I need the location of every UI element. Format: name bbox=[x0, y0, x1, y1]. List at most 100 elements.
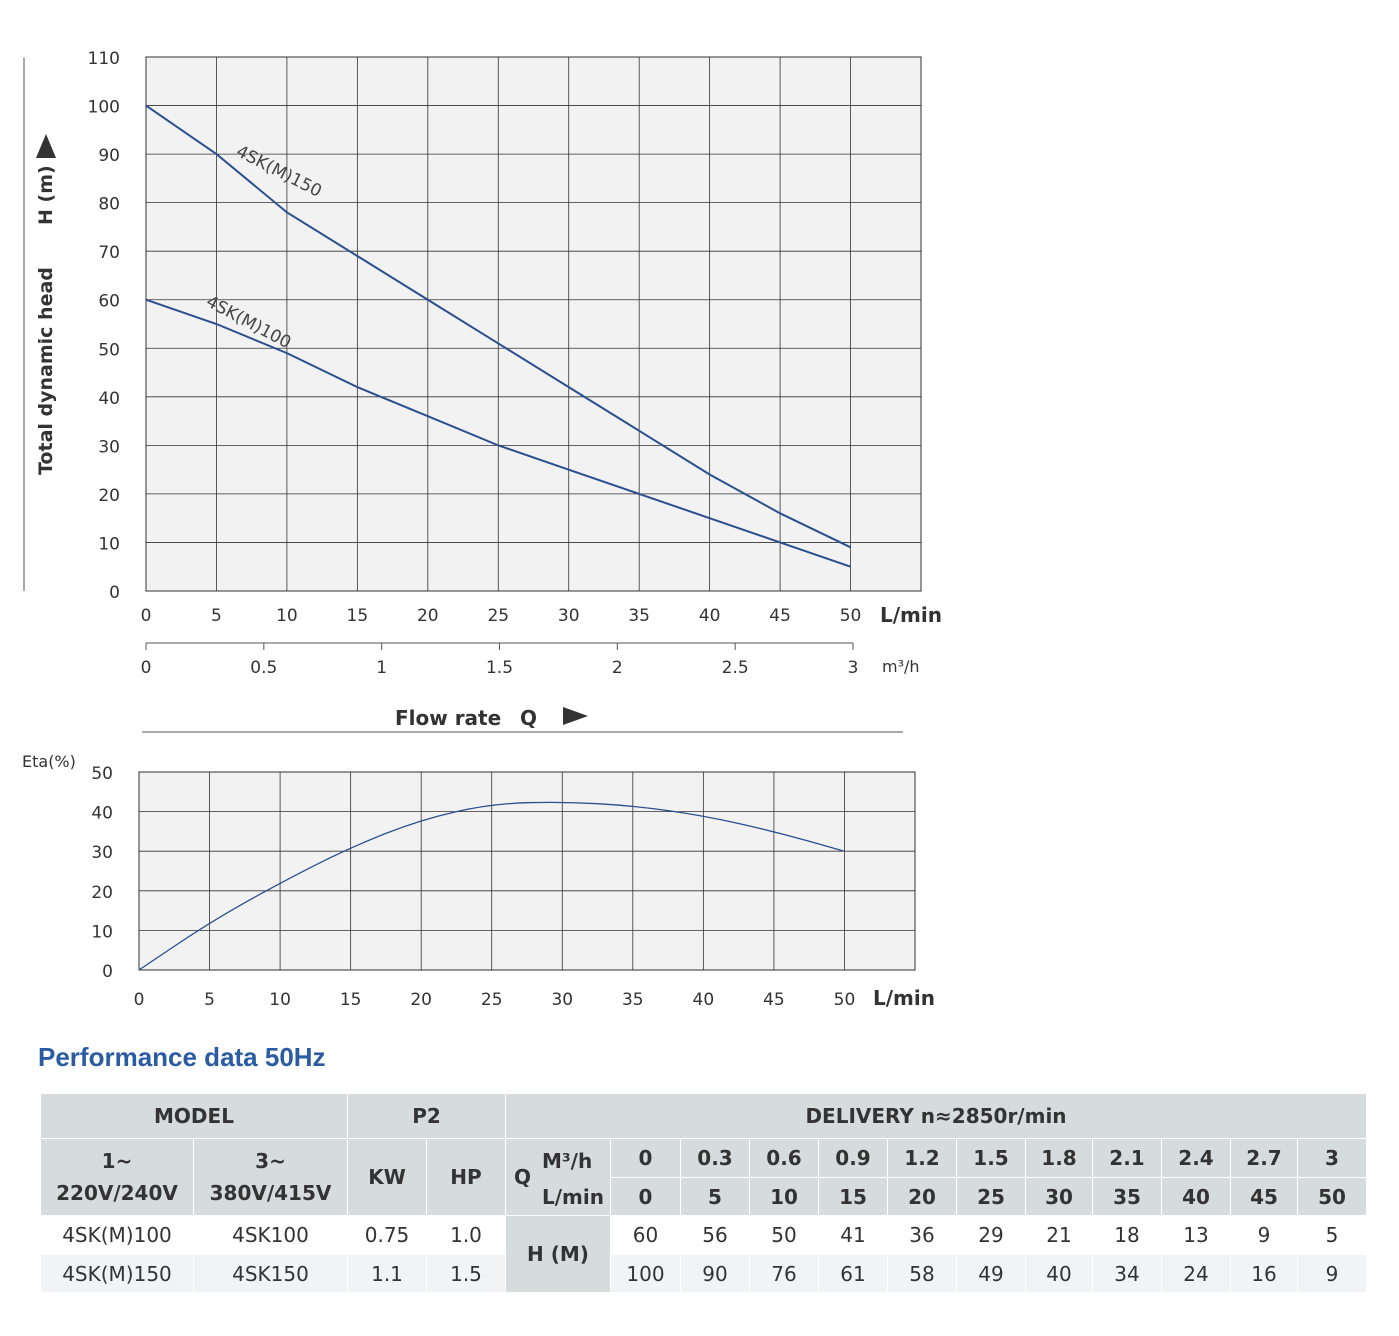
table-cell: 2.4 bbox=[1161, 1138, 1231, 1178]
table-cell: 13 bbox=[1161, 1215, 1231, 1255]
y-tick-label: 80 bbox=[98, 195, 120, 215]
x-tick-label: 10 bbox=[269, 990, 291, 1010]
x2-tick-label: 1.5 bbox=[486, 658, 513, 678]
table-cell: 41 bbox=[818, 1215, 888, 1255]
x-unit-label: L/min bbox=[880, 603, 942, 627]
x-tick-label: 15 bbox=[340, 990, 362, 1010]
table-cell: 5 bbox=[1297, 1215, 1367, 1255]
y-tick-label: 0 bbox=[102, 962, 113, 982]
table-cell: 25 bbox=[956, 1177, 1026, 1216]
table-cell: 45 bbox=[1230, 1177, 1298, 1216]
x-tick-label: 40 bbox=[699, 606, 721, 626]
x2-tick-label: 2 bbox=[612, 658, 623, 678]
table-cell: 2.1 bbox=[1092, 1138, 1162, 1178]
x-tick-label: 10 bbox=[276, 606, 298, 626]
y-axis-label: Total dynamic head bbox=[35, 267, 57, 475]
x-tick-label: 20 bbox=[417, 606, 439, 626]
x2-tick-label: 0 bbox=[141, 658, 152, 678]
y-tick-label: 30 bbox=[98, 437, 120, 457]
y-tick-label: 70 bbox=[98, 243, 120, 263]
m3h-label: M³/h bbox=[542, 1149, 593, 1173]
y-tick-label: 0 bbox=[109, 583, 120, 603]
table-cell: 0.9 bbox=[818, 1138, 888, 1178]
table-cell: 18 bbox=[1092, 1215, 1162, 1255]
x-tick-label: 5 bbox=[211, 606, 222, 626]
right-arrow-icon bbox=[563, 707, 588, 725]
table-cell: 0.6 bbox=[749, 1138, 819, 1178]
table-cell: 2.7 bbox=[1230, 1138, 1298, 1178]
table-cell: 24 bbox=[1161, 1254, 1231, 1293]
table-cell: 100 bbox=[610, 1254, 681, 1293]
series-line-4SK(M)150 bbox=[145, 104, 851, 549]
x-tick-label: 0 bbox=[134, 990, 145, 1010]
q-symbol: Q bbox=[520, 706, 537, 730]
table-cell: 0.3 bbox=[680, 1138, 750, 1178]
y-tick-label: 50 bbox=[98, 340, 120, 360]
y-tick-label: 40 bbox=[91, 804, 113, 824]
table-cell: 61 bbox=[818, 1254, 888, 1293]
plot-area bbox=[138, 771, 916, 971]
performance-table: MODEL P2 DELIVERY n≈2850r/min 1~ 220V/240… bbox=[40, 1093, 1367, 1293]
voltage: 220V/240V bbox=[56, 1181, 178, 1205]
y-tick-label: 10 bbox=[91, 922, 113, 942]
table-cell: 30 bbox=[1025, 1177, 1093, 1216]
table-cell: 35 bbox=[1092, 1177, 1162, 1216]
table-cell: 0 bbox=[610, 1177, 681, 1216]
x2-tick-label: 2.5 bbox=[722, 658, 749, 678]
x-tick-label: 30 bbox=[558, 606, 580, 626]
table-cell: 20 bbox=[887, 1177, 957, 1216]
table-cell: 1.8 bbox=[1025, 1138, 1093, 1178]
table-cell: 90 bbox=[680, 1254, 750, 1293]
efficiency-chart: 0 10 20 30 40 50 0 5 10 15 20 25 30 35 40 45 50 L/min Eta(… bbox=[22, 752, 935, 1010]
x-tick-label: 50 bbox=[840, 606, 862, 626]
model-header: MODEL bbox=[40, 1093, 348, 1139]
table-cell: 3 bbox=[1297, 1138, 1367, 1178]
table-cell: 21 bbox=[1025, 1215, 1093, 1255]
table-cell: 40 bbox=[1025, 1254, 1093, 1293]
table-cell: 50 bbox=[749, 1215, 819, 1255]
kw-value: 1.1 bbox=[347, 1254, 427, 1293]
table-cell: 56 bbox=[680, 1215, 750, 1255]
model-3ph: 4SK100 bbox=[193, 1215, 348, 1255]
y-tick-label: 20 bbox=[91, 883, 113, 903]
x-tick-label: 45 bbox=[763, 990, 785, 1010]
y-tick-label: 60 bbox=[98, 292, 120, 312]
table-cell: 29 bbox=[956, 1215, 1026, 1255]
table-cell: 76 bbox=[749, 1254, 819, 1293]
table-cell: 49 bbox=[956, 1254, 1026, 1293]
model-1ph: 4SK(M)100 bbox=[40, 1215, 194, 1255]
y-tick-label: 90 bbox=[98, 146, 120, 166]
y-tick-label: 110 bbox=[88, 49, 120, 69]
three-phase-header: 3~ 380V/415V bbox=[193, 1138, 348, 1216]
x2-tick-label: 3 bbox=[848, 658, 859, 678]
hp-value: 1.0 bbox=[426, 1215, 506, 1255]
up-arrow-icon bbox=[36, 134, 56, 158]
y-tick-label: 40 bbox=[98, 389, 120, 409]
x2-unit-label: m³/h bbox=[882, 657, 920, 676]
x-unit-label: L/min bbox=[873, 986, 935, 1010]
table-cell: 1.2 bbox=[887, 1138, 957, 1178]
table-cell: 9 bbox=[1297, 1254, 1367, 1293]
series-line-eta bbox=[138, 801, 845, 971]
y-tick-label: 10 bbox=[98, 534, 120, 554]
x-tick-label: 45 bbox=[769, 606, 791, 626]
y-tick-label: 30 bbox=[91, 843, 113, 863]
table-cell: 15 bbox=[818, 1177, 888, 1216]
y-axis-label: Eta(%) bbox=[22, 752, 76, 771]
q-label: Q bbox=[514, 1165, 532, 1189]
y-unit-label: H (m) bbox=[35, 165, 57, 225]
table-cell: 36 bbox=[887, 1215, 957, 1255]
p2-header: P2 bbox=[347, 1093, 506, 1139]
y-tick-label: 100 bbox=[88, 98, 120, 118]
plot-area bbox=[145, 56, 922, 592]
x-tick-label: 25 bbox=[481, 990, 503, 1010]
x-tick-label: 5 bbox=[204, 990, 215, 1010]
table-cell: 34 bbox=[1092, 1254, 1162, 1293]
x-axis-label: Flow rate bbox=[395, 706, 501, 730]
x-tick-label: 15 bbox=[347, 606, 369, 626]
phase-symbol: 3~ bbox=[255, 1149, 286, 1173]
table-cell: 9 bbox=[1230, 1215, 1298, 1255]
kw-value: 0.75 bbox=[347, 1215, 427, 1255]
